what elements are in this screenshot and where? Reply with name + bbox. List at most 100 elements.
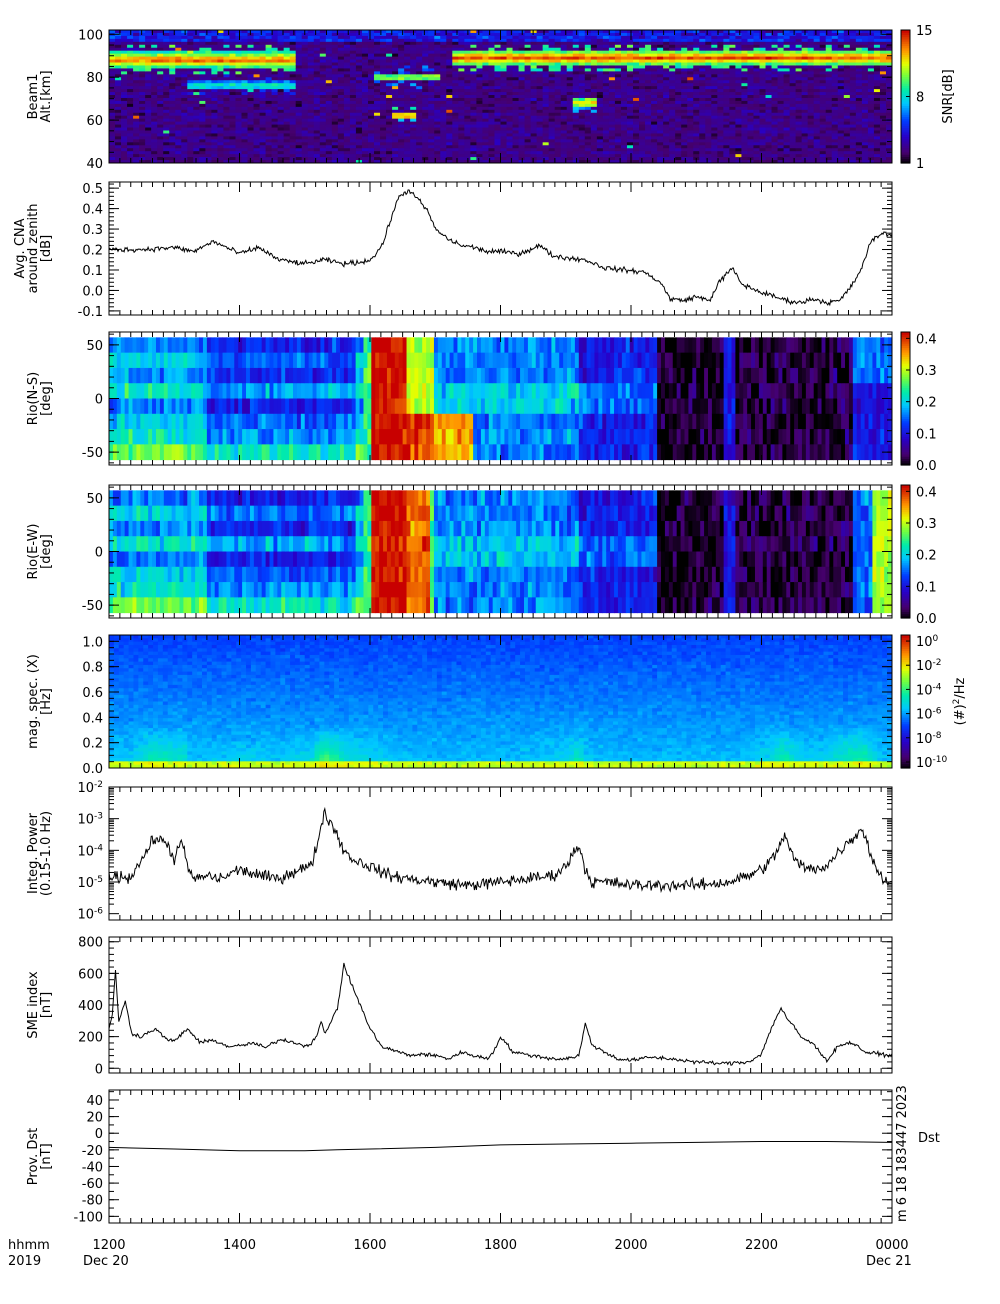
snr-cell bbox=[337, 83, 345, 87]
snr-cell bbox=[139, 160, 146, 164]
snr-cell bbox=[380, 112, 387, 117]
snr-cell bbox=[199, 154, 206, 158]
snr-cell bbox=[458, 71, 465, 75]
snr-cell bbox=[518, 62, 526, 66]
snr-cell bbox=[753, 56, 760, 61]
snr-cell bbox=[711, 65, 718, 69]
snr-cell bbox=[723, 157, 730, 161]
snr-cell bbox=[199, 130, 206, 134]
snr-cell bbox=[235, 95, 243, 99]
snr-cell bbox=[374, 74, 381, 78]
snr-cell bbox=[325, 86, 333, 90]
snr-cell bbox=[506, 121, 514, 126]
snr-cell bbox=[265, 62, 273, 66]
snr-cell bbox=[277, 106, 285, 111]
snr-cell bbox=[723, 121, 730, 126]
snr-cell bbox=[283, 74, 291, 78]
snr-cell bbox=[109, 148, 116, 152]
snr-cell bbox=[596, 71, 604, 75]
snr-cell bbox=[361, 83, 369, 87]
snr-cell bbox=[247, 133, 255, 137]
snr-cell bbox=[524, 71, 532, 75]
snr-cell bbox=[398, 106, 405, 111]
snr-cell bbox=[355, 65, 363, 69]
snr-cell bbox=[572, 103, 580, 108]
snr-cell bbox=[380, 124, 387, 129]
snr-cell bbox=[386, 145, 393, 149]
snr-cell bbox=[693, 112, 700, 117]
snr-cell bbox=[380, 44, 387, 49]
snr-cell bbox=[699, 68, 706, 72]
snr-cell bbox=[241, 50, 249, 55]
snr-cell bbox=[717, 65, 724, 69]
snr-cell bbox=[301, 71, 309, 75]
snr-cell bbox=[223, 100, 230, 105]
snr-cell bbox=[109, 112, 116, 117]
snr-cell bbox=[626, 71, 634, 75]
snr-cell bbox=[452, 35, 459, 40]
snr-cell bbox=[175, 68, 182, 72]
snr-cell bbox=[548, 139, 556, 143]
snr-cell bbox=[277, 124, 285, 129]
snr-cell bbox=[337, 97, 345, 102]
snr-cell bbox=[675, 136, 682, 140]
snr-cell bbox=[175, 130, 182, 134]
snr-cell bbox=[193, 136, 200, 140]
snr-cell bbox=[349, 41, 357, 46]
snr-cell bbox=[645, 32, 652, 37]
snr-cell bbox=[470, 151, 477, 155]
snr-cell bbox=[187, 80, 194, 84]
snr-cell bbox=[313, 145, 321, 149]
snr-cell bbox=[735, 47, 742, 52]
snr-cell bbox=[205, 86, 212, 90]
snr-cell bbox=[355, 68, 363, 72]
snr-cell bbox=[271, 157, 279, 161]
snr-cell bbox=[217, 56, 224, 61]
snr-cell bbox=[723, 56, 730, 61]
snr-cell bbox=[645, 133, 652, 137]
snr-cell bbox=[747, 95, 754, 99]
snr-cell bbox=[482, 65, 489, 69]
snr-cell bbox=[602, 97, 610, 102]
snr-cell bbox=[663, 41, 670, 46]
snr-cell bbox=[663, 157, 670, 161]
snr-cell bbox=[199, 80, 206, 84]
snr-cell bbox=[663, 59, 670, 64]
snr-cell bbox=[277, 74, 285, 78]
snr-cell bbox=[157, 160, 164, 164]
snr-cell bbox=[729, 71, 736, 75]
snr-cell bbox=[452, 118, 459, 123]
snr-cell bbox=[380, 103, 387, 108]
snr-cell bbox=[560, 142, 568, 146]
snr-cell bbox=[133, 80, 140, 84]
snr-cell bbox=[343, 30, 351, 34]
snr-cell bbox=[247, 68, 255, 72]
snr-cell bbox=[723, 100, 730, 105]
snr-cell bbox=[271, 56, 279, 61]
snr-cell bbox=[464, 133, 471, 137]
snr-cell bbox=[699, 65, 706, 69]
snr-cell bbox=[536, 44, 544, 49]
snr-cell bbox=[109, 97, 116, 102]
snr-cell bbox=[428, 53, 435, 58]
snr-cell bbox=[295, 154, 303, 158]
snr-cell bbox=[289, 130, 297, 134]
snr-cell bbox=[717, 136, 724, 140]
snr-cell bbox=[542, 53, 550, 58]
snr-cell bbox=[380, 47, 387, 52]
snr-cell bbox=[482, 151, 489, 155]
snr-cell bbox=[253, 136, 261, 140]
snr-cell bbox=[608, 86, 616, 90]
snr-cell bbox=[759, 77, 767, 81]
snr-cell bbox=[620, 71, 628, 75]
snr-cell bbox=[241, 53, 249, 58]
snr-cell bbox=[765, 130, 773, 134]
snr-cell bbox=[331, 59, 339, 64]
snr-cell bbox=[205, 41, 212, 46]
snr-cell bbox=[548, 127, 556, 131]
snr-cell bbox=[151, 106, 158, 111]
snr-cell bbox=[157, 109, 164, 114]
snr-cell bbox=[139, 41, 146, 46]
snr-cell bbox=[584, 157, 592, 161]
snr-cell bbox=[313, 47, 321, 52]
